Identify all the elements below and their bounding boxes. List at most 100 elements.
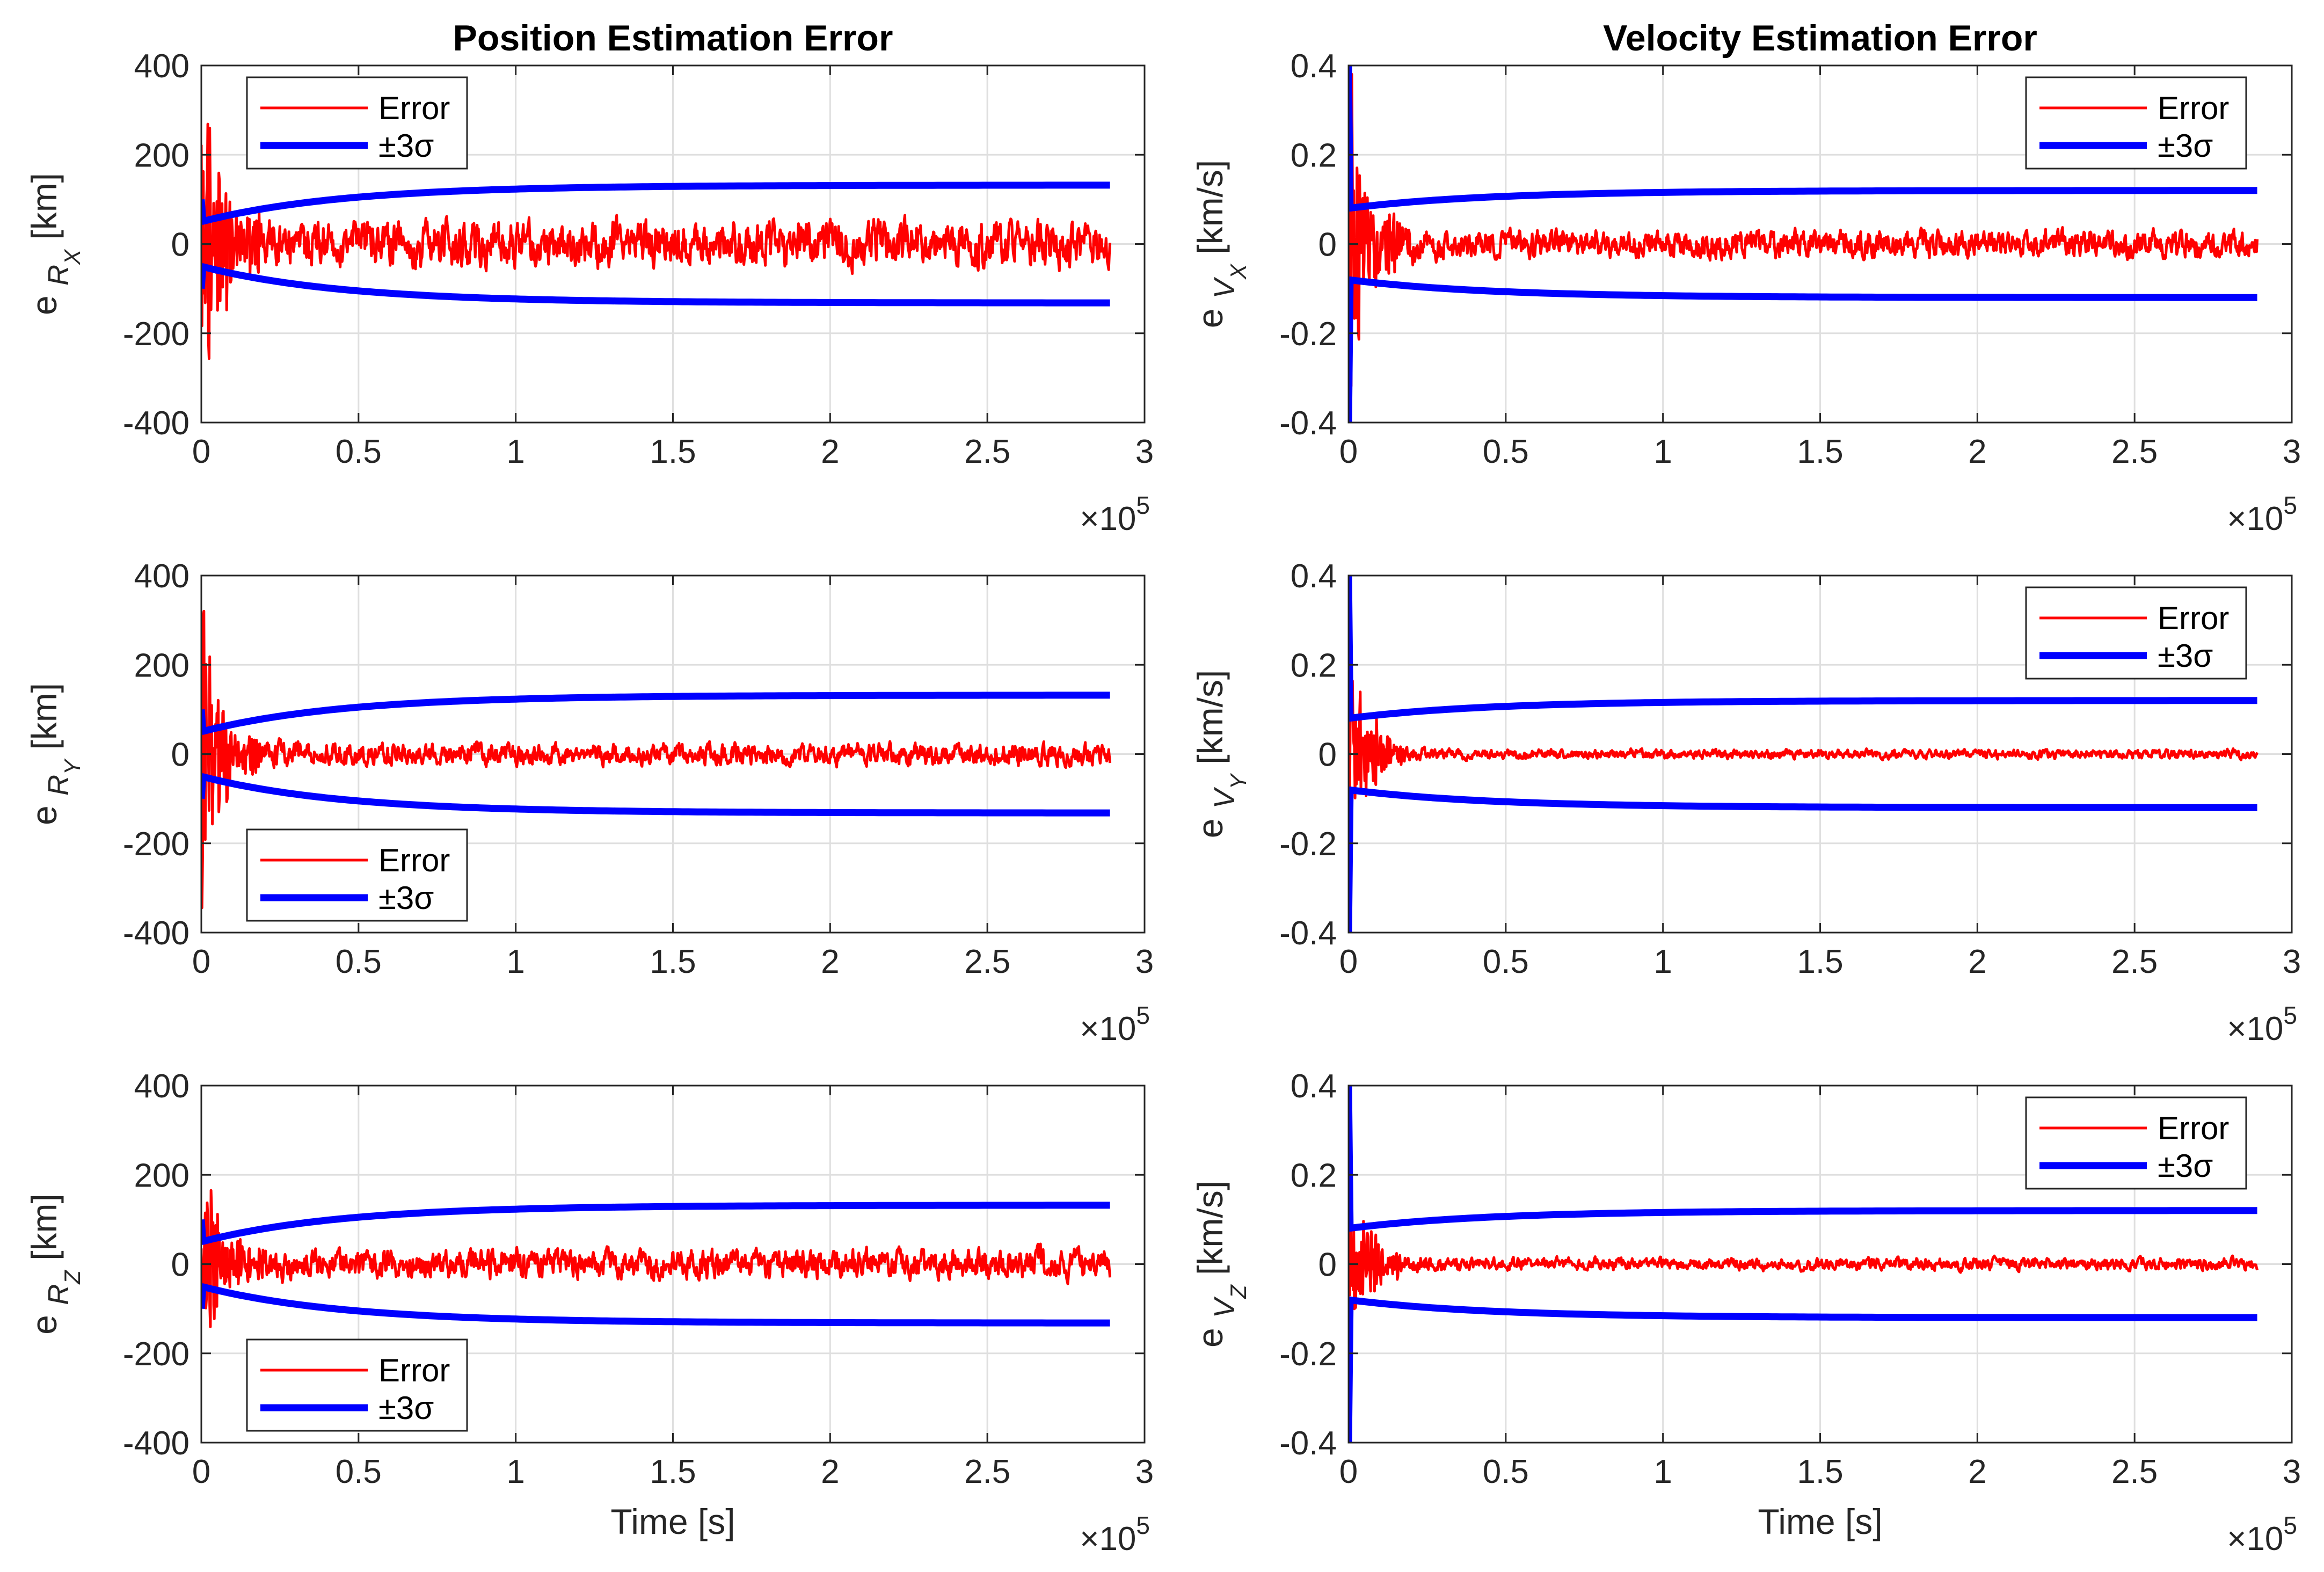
y-tick-label: 400: [134, 558, 190, 595]
error-line: [201, 1189, 1112, 1328]
axes-title: Velocity Estimation Error: [1603, 18, 2037, 59]
x-exponent-label: ×105: [1080, 1001, 1150, 1047]
plot-content: [201, 609, 1112, 909]
x-tick-label: 1.5: [1797, 943, 1843, 980]
y-tick-label: -0.4: [1279, 1425, 1337, 1462]
y-label-base: e: [1190, 299, 1230, 328]
y-label-unit: [km/s]: [1190, 1181, 1230, 1285]
x-tick-label: 3: [2283, 1453, 2301, 1490]
y-label-unit: [km/s]: [1190, 160, 1230, 264]
legend-error-label: Error: [2158, 1110, 2229, 1146]
x-tick-label: 2.5: [964, 943, 1010, 980]
y-tick-label: 200: [134, 647, 190, 684]
y-label-sub: V: [1208, 1296, 1241, 1318]
x-tick-label: 0: [1339, 1453, 1358, 1490]
y-axis-label: e VX [km/s]: [1190, 160, 1251, 328]
legend-sigma-label: ±3σ: [378, 880, 434, 916]
x-tick-label: 0.5: [336, 433, 382, 470]
legend-box: [246, 76, 468, 170]
legend-box: [2025, 76, 2247, 170]
x-exponent-power: 5: [2283, 491, 2297, 519]
axes-title: Position Estimation Error: [453, 18, 893, 59]
y-tick-label: 200: [134, 137, 190, 174]
x-tick-label: 3: [2283, 943, 2301, 980]
x-exponent-label: ×105: [2227, 1511, 2297, 1558]
y-tick-label: -0.4: [1279, 405, 1337, 442]
y-tick-label: 200: [134, 1157, 190, 1194]
y-label-subsub: X: [1226, 263, 1251, 280]
y-tick-label: 0: [171, 737, 190, 774]
plot-content: [1349, 1086, 2259, 1443]
legend-error-label: Error: [378, 842, 450, 878]
y-label-unit: [km]: [24, 1193, 64, 1270]
axes-vy: 0 0.5 1 1.5 2 2.5 3 -0.4 -0.2 0 0.2 0.4 ×105 e VY [km…: [1190, 558, 2301, 1047]
y-axis-label: e RY [km]: [24, 683, 85, 825]
y-axis-label: e RZ [km]: [24, 1193, 85, 1335]
y-label-subsub: Z: [60, 1270, 85, 1285]
sigma-lower-line: [201, 263, 1110, 307]
plot-content: [201, 122, 1112, 360]
x-tick-label: 3: [2283, 433, 2301, 470]
x-tick-label: 0.5: [1483, 1453, 1529, 1490]
x-tick-label: 0.5: [1483, 433, 1529, 470]
y-label-sub: R: [42, 1284, 75, 1305]
y-label-subsub: Z: [1226, 1284, 1251, 1299]
legend-box: [2025, 1096, 2247, 1190]
y-tick-label: -0.4: [1279, 915, 1337, 952]
sigma-upper-line: [1349, 1086, 2257, 1232]
legend-box: [246, 1338, 468, 1432]
x-tick-label: 1.5: [650, 943, 696, 980]
y-tick-label: -200: [123, 1336, 190, 1373]
y-tick-label: -0.2: [1279, 826, 1337, 863]
y-tick-label: -200: [123, 316, 190, 353]
x-tick-label: 0: [192, 943, 210, 980]
sigma-upper-line: [201, 692, 1110, 735]
legend-error-label: Error: [378, 1352, 450, 1388]
y-tick-label: 400: [134, 48, 190, 85]
legend-error-label: Error: [2158, 90, 2229, 126]
axes-rx: 0 0.5 1 1.5 2 2.5 3 -400 -200 0 200 400 ×105 Position…: [24, 18, 1154, 537]
y-label-base: e: [1190, 1318, 1230, 1348]
x-tick-label: 1: [506, 943, 524, 980]
x-tick-label: 1: [1653, 1453, 1672, 1490]
axes-rz: 0 0.5 1 1.5 2 2.5 3 -400 -200 0 200 400 ×105 Time [s]…: [24, 1068, 1154, 1558]
y-tick-label: -400: [123, 405, 190, 442]
sigma-lower-line: [1349, 1296, 2257, 1443]
x-tick-label: 1: [506, 1453, 524, 1490]
legend-box: [246, 828, 468, 922]
x-tick-label: 0: [192, 433, 210, 470]
axes-ry: 0 0.5 1 1.5 2 2.5 3 -400 -200 0 200 400 ×105 e RY [km…: [24, 558, 1154, 1047]
x-tick-label: 2: [1968, 943, 1986, 980]
x-exponent-power: 5: [1136, 1001, 1150, 1029]
x-exponent-power: 5: [2283, 1511, 2297, 1539]
y-tick-label: 0.2: [1291, 137, 1337, 174]
error-line: [201, 122, 1112, 360]
legend-sigma-label: ±3σ: [2158, 128, 2213, 164]
x-tick-label: 2.5: [2111, 1453, 2158, 1490]
x-exponent-power: 5: [1136, 491, 1150, 519]
x-tick-label: 2: [1968, 433, 1986, 470]
y-tick-label: -400: [123, 1425, 190, 1462]
x-tick-label: 1: [1653, 433, 1672, 470]
x-tick-label: 1.5: [1797, 433, 1843, 470]
y-label-sub: R: [42, 265, 75, 286]
x-tick-label: 2.5: [964, 1453, 1010, 1490]
y-label-subsub: Y: [60, 758, 85, 775]
legend-sigma-label: ±3σ: [378, 128, 434, 164]
y-axis-label: e RX [km]: [24, 173, 85, 315]
y-label-base: e: [24, 286, 64, 315]
x-exponent-power: 5: [1136, 1511, 1150, 1539]
x-tick-label: 1: [506, 433, 524, 470]
legend: Error±3σ: [246, 1338, 468, 1432]
legend: Error±3σ: [246, 828, 468, 922]
x-tick-label: 0: [1339, 943, 1358, 980]
y-tick-label: -0.2: [1279, 1336, 1337, 1373]
x-tick-label: 0: [1339, 433, 1358, 470]
error-line: [1349, 676, 2259, 858]
x-tick-label: 2.5: [2111, 943, 2158, 980]
x-axis-label: Time [s]: [1758, 1502, 1882, 1541]
legend-box: [2025, 586, 2247, 680]
y-tick-label: 0.4: [1291, 1068, 1337, 1105]
plot-content: [201, 1189, 1112, 1328]
